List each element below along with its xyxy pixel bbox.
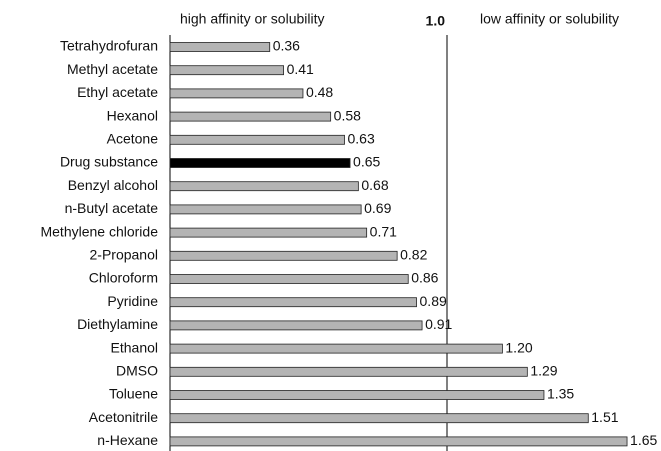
value-label: 1.20 bbox=[505, 339, 532, 355]
bar bbox=[169, 42, 271, 52]
category-label: Ethyl acetate bbox=[77, 84, 158, 100]
category-label: DMSO bbox=[116, 363, 158, 379]
bar bbox=[169, 227, 368, 238]
bar bbox=[169, 297, 417, 308]
bar bbox=[169, 436, 628, 447]
bar bbox=[169, 343, 503, 354]
bar bbox=[169, 134, 345, 145]
bar bbox=[169, 366, 528, 377]
value-label: 0.68 bbox=[361, 177, 388, 193]
category-label: n-Hexane bbox=[97, 432, 158, 448]
value-label: 0.69 bbox=[364, 200, 391, 216]
bar bbox=[169, 181, 359, 192]
value-label: 0.82 bbox=[400, 247, 427, 263]
category-label: Diethylamine bbox=[77, 316, 158, 332]
category-label: Methylene chloride bbox=[40, 223, 158, 239]
bar bbox=[169, 158, 351, 168]
value-label: 0.63 bbox=[348, 131, 375, 147]
bar bbox=[169, 204, 362, 215]
value-label: 0.86 bbox=[411, 270, 438, 286]
category-label: Hexanol bbox=[107, 107, 158, 123]
bar bbox=[169, 413, 589, 424]
category-label: Acetone bbox=[107, 131, 159, 147]
bar bbox=[169, 65, 284, 76]
category-label: 2-Propanol bbox=[90, 247, 159, 263]
value-label: 0.48 bbox=[306, 84, 333, 100]
value-label: 0.91 bbox=[425, 316, 452, 332]
value-label: 0.71 bbox=[370, 223, 397, 239]
value-label: 1.65 bbox=[630, 432, 657, 448]
value-label: 0.58 bbox=[334, 107, 361, 123]
category-label: Drug substance bbox=[60, 154, 158, 170]
category-label: Tetrahydrofuran bbox=[60, 38, 158, 54]
bar bbox=[169, 390, 545, 400]
bar bbox=[169, 274, 409, 284]
value-label: 0.89 bbox=[420, 293, 447, 309]
bar bbox=[169, 320, 423, 331]
value-label: 1.29 bbox=[530, 363, 557, 379]
category-label: Chloroform bbox=[89, 270, 158, 286]
category-label: Ethanol bbox=[111, 339, 158, 355]
category-label: Benzyl alcohol bbox=[68, 177, 158, 193]
value-label: 0.65 bbox=[353, 154, 380, 170]
annotation: high affinity or solubility bbox=[180, 11, 324, 27]
value-label: 1.35 bbox=[547, 386, 574, 402]
value-label: 0.41 bbox=[287, 61, 314, 77]
category-label: Acetonitrile bbox=[89, 409, 158, 425]
category-label: Toluene bbox=[109, 386, 158, 402]
category-label: Methyl acetate bbox=[67, 61, 158, 77]
x-tick-label: 1.0 bbox=[426, 13, 446, 29]
value-label: 1.51 bbox=[591, 409, 618, 425]
bar bbox=[169, 111, 332, 122]
value-label: 0.36 bbox=[273, 38, 300, 54]
category-label: Pyridine bbox=[107, 293, 158, 309]
annotation: low affinity or solubility bbox=[480, 11, 619, 27]
category-label: n-Butyl acetate bbox=[65, 200, 159, 216]
bar bbox=[169, 250, 398, 261]
bar bbox=[169, 88, 304, 99]
